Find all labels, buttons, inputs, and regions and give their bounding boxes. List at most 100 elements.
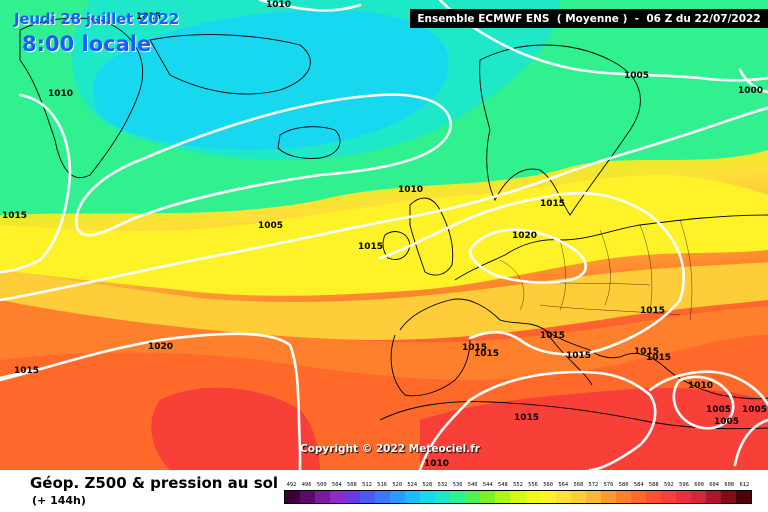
parameter-title: Géop. Z500 & pression au sol	[30, 474, 279, 492]
copyright-notice: Copyright © 2022 Meteociel.fr	[300, 443, 480, 455]
legend-value-label: 560	[543, 482, 554, 488]
isobar-label: 1015	[540, 331, 566, 341]
field-band-ne	[620, 0, 768, 120]
legend-swatch	[450, 491, 466, 503]
legend-value-label: 540	[467, 482, 478, 488]
isobar-label: 1005	[714, 417, 740, 427]
legend-swatch	[330, 491, 346, 503]
greenland-coast	[19, 17, 144, 178]
field-band-528	[93, 10, 449, 150]
legend-value-label: 492	[286, 482, 297, 488]
isobar-label: 1010	[266, 0, 292, 10]
border-3	[599, 229, 611, 306]
legend-value-label: 536	[452, 482, 463, 488]
legend-value-label: 592	[664, 482, 674, 488]
isobar-1010-mid	[0, 106, 768, 302]
forecast-lead-time: (+ 144h)	[32, 494, 86, 507]
forecast-date: Jeudi 28 juillet 2022	[14, 10, 179, 28]
legend-swatch	[375, 491, 391, 503]
field-band-568	[0, 262, 768, 340]
legend-swatch	[465, 491, 481, 503]
geopotential-field	[0, 0, 768, 470]
legend-value-label: 532	[437, 482, 448, 488]
isobar-1000-ne	[738, 68, 768, 94]
border-4	[639, 224, 653, 311]
great-britain-coast	[409, 197, 454, 276]
legend-swatch	[555, 491, 571, 503]
italy-coast	[544, 329, 593, 386]
legend-value-label: 544	[482, 482, 493, 488]
legend-value-label: 608	[724, 482, 735, 488]
isobar-label: 1005	[258, 221, 284, 231]
field-band-592-afr	[420, 388, 768, 470]
isobar-label: 1000	[738, 86, 764, 96]
model-run-header: Ensemble ECMWF ENS ( Moyenne ) - 06 Z du…	[410, 9, 768, 28]
isobar-label: 1015	[646, 353, 672, 363]
legend-value-label: 524	[407, 482, 418, 488]
map-footer: Géop. Z500 & pression au sol (+ 144h) 49…	[0, 470, 768, 512]
legend-swatch	[540, 491, 556, 503]
isobar-label: 1015	[2, 211, 28, 221]
legend-value-label: 516	[377, 482, 387, 488]
isobar-1010-turkey	[648, 370, 768, 407]
legend-value-label: 612	[739, 482, 750, 488]
iberia-coast	[390, 334, 471, 397]
isobar-label: 1020	[512, 231, 538, 241]
isobar-1010-north	[258, 0, 362, 12]
weather-map: 1010 1015 1010 1005 1000 1015 1005 1010 …	[0, 0, 768, 470]
forecast-time: 8:00 locale	[22, 32, 152, 56]
legend-swatch	[630, 491, 646, 503]
isobar-label: 1005	[624, 71, 650, 81]
isobar-label: 1015	[358, 242, 384, 252]
legend-swatch	[315, 491, 331, 503]
border-7	[539, 304, 681, 316]
isobar-label: 1010	[424, 459, 450, 469]
isobar-label: 1005	[706, 405, 732, 415]
legend-value-label: 548	[497, 482, 508, 488]
scandinavia-coast	[479, 44, 641, 216]
isobar-1020-azores	[0, 332, 302, 470]
field-band-560	[0, 175, 768, 296]
legend-value-label: 604	[709, 482, 720, 488]
isobar-label: 1015	[566, 351, 592, 361]
legend-value-label: 568	[573, 482, 584, 488]
legend-swatch	[525, 491, 541, 503]
legend-swatch	[615, 491, 631, 503]
legend-swatch	[405, 491, 421, 503]
legend-swatch	[660, 491, 676, 503]
isobar-label: 1010	[48, 89, 74, 99]
legend-value-label: 576	[603, 482, 614, 488]
legend-swatch	[645, 491, 661, 503]
isobar-label: 1015	[462, 343, 488, 353]
isobar-1015-sw	[0, 368, 32, 380]
isobar-1015-south	[418, 370, 657, 470]
isobar-label: 1020	[148, 342, 174, 352]
legend-value-label: 500	[316, 482, 327, 488]
ireland-coast	[382, 231, 411, 260]
legend-swatch	[300, 491, 316, 503]
legend-swatch	[735, 491, 751, 503]
legend-value-label: 520	[392, 482, 403, 488]
isobar-1005-low	[75, 93, 452, 237]
legend-value-label: 584	[633, 482, 644, 488]
legend-value-label: 528	[422, 482, 433, 488]
isobar-1005-ne	[438, 0, 768, 82]
legend-swatch	[345, 491, 361, 503]
greenland-east-coast	[149, 34, 311, 95]
iceland-coast	[277, 126, 341, 159]
color-legend	[284, 490, 752, 504]
model-run-text: Ensemble ECMWF ENS ( Moyenne ) - 06 Z du…	[417, 12, 761, 25]
legend-swatch	[435, 491, 451, 503]
legend-scale-labels: 492 496 500 504 508 512 516 520 524 528 532 536 540 5…	[284, 481, 752, 489]
legend-swatch	[675, 491, 691, 503]
isobar-label: 1015	[640, 306, 666, 316]
legend-swatch	[390, 491, 406, 503]
legend-swatch	[585, 491, 601, 503]
border-5	[679, 219, 693, 321]
isobar-label: 1015	[14, 366, 40, 376]
legend-value-label: 504	[331, 482, 342, 488]
legend-value-label: 552	[513, 482, 523, 488]
legend-swatch	[360, 491, 376, 503]
north-europe-coast	[454, 214, 768, 281]
south-europe-coast	[399, 298, 768, 400]
